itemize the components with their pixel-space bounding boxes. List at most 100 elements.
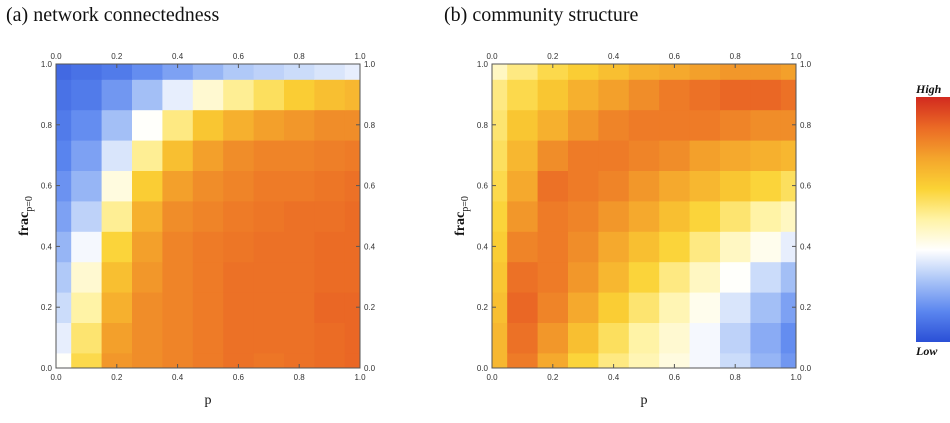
heatmap-cell [507, 170, 539, 202]
heatmap-cell [720, 79, 751, 111]
heatmap-cell [253, 352, 285, 368]
heatmap-cell [659, 64, 691, 80]
heatmap-cell [507, 79, 539, 111]
heatmap-cell [71, 200, 103, 232]
heatmap-cell [507, 352, 539, 368]
heatmap-cell [689, 109, 721, 141]
heatmap-community-structure: 0.00.00.0 0.00.20.20.2 0.20.40.40.4 0.40.60… [453, 52, 812, 408]
heatmap-cell [71, 109, 103, 141]
y-tick-label-right: 0.8 [364, 121, 376, 130]
plot-frame [491, 63, 797, 369]
heatmap-cell [507, 200, 539, 232]
heatmap-cell [537, 170, 569, 202]
heatmap-cell [689, 322, 721, 354]
x-tick-label-top: 0.2 [547, 52, 559, 61]
heatmap-cell [537, 261, 569, 293]
y-tick-label-right: 1.0 [800, 60, 812, 69]
heatmap-cell [284, 79, 315, 111]
heatmap-cell [71, 322, 103, 354]
heatmap-cell [192, 200, 224, 232]
y-tick-label: 0.2 [477, 303, 489, 312]
x-tick-label: 1.0 [354, 373, 366, 382]
heatmap-cell [162, 292, 194, 323]
heatmap-cell [192, 79, 224, 111]
heatmap-cell [628, 109, 660, 141]
heatmap-cell [56, 109, 72, 141]
heatmap-cell [344, 292, 360, 323]
heatmap-cell [223, 261, 255, 293]
heatmap-cell [344, 109, 360, 141]
heatmap-cell [628, 170, 660, 202]
heatmap-cell [56, 140, 72, 171]
heatmap-cell [720, 200, 751, 232]
heatmap-cell [720, 352, 751, 368]
y-tick-label: 0.0 [41, 364, 53, 373]
x-tick-label: 0.2 [111, 373, 123, 382]
heatmap-cell [71, 79, 103, 111]
heatmap-cell [101, 64, 133, 80]
heatmap-cell [780, 231, 796, 263]
heatmap-cell [101, 109, 133, 141]
heatmap-cell [162, 352, 194, 368]
legend-color-bar [916, 97, 950, 342]
heatmap-cell [689, 352, 721, 368]
heatmap-cell [537, 231, 569, 263]
heatmap-cell [314, 140, 346, 171]
heatmap-cell [568, 64, 599, 80]
heatmap-cell [192, 261, 224, 293]
heatmap-cell [314, 352, 346, 368]
y-tick-label-right: 0.0 [800, 364, 812, 373]
heatmap-cell [780, 79, 796, 111]
heatmap-cell [598, 200, 630, 232]
heatmap-cell [689, 292, 721, 323]
panel-a-title: (a) network connectedness [6, 4, 220, 26]
heatmap-cell [780, 292, 796, 323]
x-tick-label: 0.0 [50, 373, 62, 382]
heatmap-cell [223, 352, 255, 368]
heatmap-cell [192, 352, 224, 368]
heatmap-cell [253, 109, 285, 141]
heatmap-cell [192, 64, 224, 80]
heatmap-cell [750, 231, 782, 263]
heatmap-cell [223, 109, 255, 141]
heatmap-cell [253, 140, 285, 171]
x-tick-label-top: 0.0 [486, 52, 498, 61]
heatmap-cell [101, 231, 133, 263]
heatmap-cell [568, 292, 599, 323]
heatmap-cell [598, 140, 630, 171]
heatmap-cell [101, 352, 133, 368]
heatmap-cell [71, 170, 103, 202]
heatmap-cell [537, 292, 569, 323]
heatmap-cell [659, 109, 691, 141]
x-axis-label: p [205, 393, 212, 408]
heatmap-cell [750, 64, 782, 80]
y-tick-label-right: 0.6 [800, 182, 812, 191]
heatmap-cell [344, 322, 360, 354]
heatmap-cell [223, 170, 255, 202]
x-tick-label: 0.8 [294, 373, 306, 382]
heatmap-cell [192, 109, 224, 141]
heatmap-cell [492, 322, 508, 354]
y-tick-label-right: 0.4 [800, 242, 812, 251]
heatmap-cell [659, 79, 691, 111]
x-tick-label: 0.6 [233, 373, 245, 382]
legend-low-label: Low [916, 344, 938, 358]
heatmap-cell [162, 231, 194, 263]
y-tick-label: 0.0 [477, 364, 489, 373]
heatmap-cell [568, 170, 599, 202]
heatmap-cell [689, 200, 721, 232]
heatmap-cell [71, 292, 103, 323]
heatmap-cell [344, 261, 360, 293]
heatmap-cell [253, 292, 285, 323]
heatmap-cell [568, 79, 599, 111]
heatmap-cell [568, 231, 599, 263]
heatmap-cell [56, 231, 72, 263]
heatmap-cell [314, 64, 346, 80]
heatmap-cell [56, 170, 72, 202]
x-tick-label-top: 0.2 [111, 52, 123, 61]
heatmap-cell [780, 322, 796, 354]
y-tick-label-right: 0.0 [364, 364, 376, 373]
heatmap-cell [253, 200, 285, 232]
heatmap-cell [720, 109, 751, 141]
heatmap-cell [101, 261, 133, 293]
